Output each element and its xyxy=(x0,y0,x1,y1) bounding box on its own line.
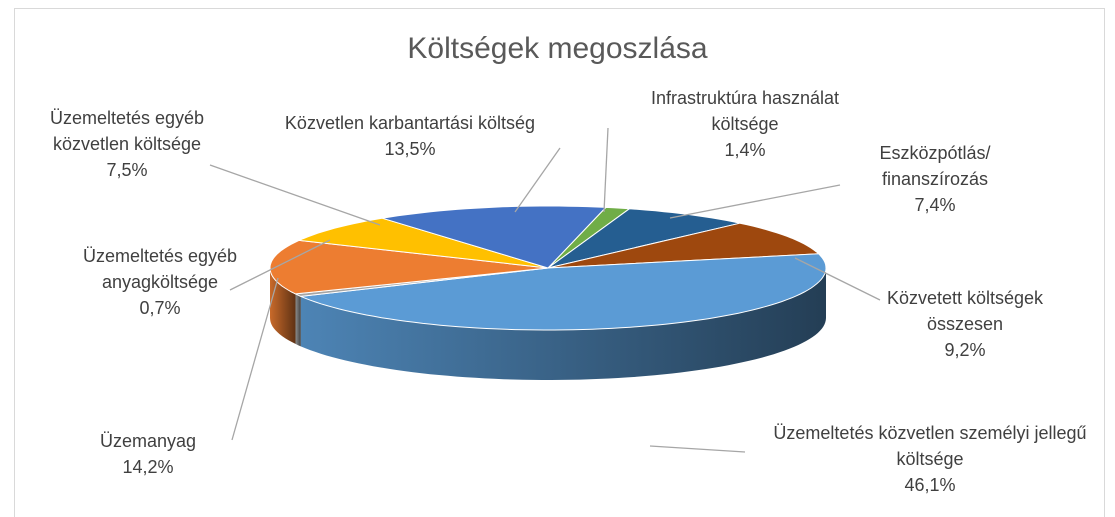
category-label: Infrastruktúra használat költsége xyxy=(650,88,840,134)
leader-line xyxy=(209,164,381,226)
leader-line xyxy=(514,147,561,213)
data-label: Eszközpótlás/ finanszírozás 7,4% xyxy=(860,140,1010,218)
value-label: 46,1% xyxy=(904,475,956,495)
value-label: 0,7% xyxy=(139,298,181,318)
leader-line xyxy=(794,257,881,301)
data-label: Üzemeltetés egyéb közvetlen költsége 7,5% xyxy=(12,105,242,183)
slice-side xyxy=(270,268,296,344)
value-label: 7,4% xyxy=(914,195,956,215)
value-label: 1,4% xyxy=(724,140,766,160)
value-label: 9,2% xyxy=(944,340,986,360)
slice xyxy=(547,222,821,269)
leader-line xyxy=(603,127,609,213)
chart-border xyxy=(14,8,1105,517)
category-label: Üzemanyag xyxy=(99,431,197,451)
data-label: Közvetett költségek összesen 9,2% xyxy=(870,285,1060,363)
chart-title: Költségek megoszlása xyxy=(407,32,708,65)
data-label: Üzemeltetés egyéb anyagköltsége 0,7% xyxy=(55,243,265,321)
leader-line xyxy=(669,184,841,219)
category-label: Közvetett költségek összesen xyxy=(886,288,1044,334)
category-label: Eszközpótlás/ finanszírozás xyxy=(879,143,991,189)
slice-side xyxy=(295,293,301,347)
slice xyxy=(298,253,827,331)
slice xyxy=(269,239,549,295)
data-label: Infrastruktúra használat költsége 1,4% xyxy=(615,85,875,163)
slice xyxy=(297,217,549,269)
value-label: 14,2% xyxy=(122,457,174,477)
data-label: Üzemeltetés közvetlen személyi jellegű k… xyxy=(760,420,1100,498)
slice xyxy=(382,205,607,269)
value-label: 7,5% xyxy=(106,160,148,180)
value-label: 13,5% xyxy=(384,139,436,159)
data-label: Üzemanyag 14,2% xyxy=(83,428,213,480)
leader-line xyxy=(649,445,746,453)
slice-side xyxy=(300,268,826,380)
category-label: Közvetlen karbantartási költség xyxy=(284,113,536,133)
category-label: Üzemeltetés egyéb anyagköltsége xyxy=(82,246,238,292)
category-label: Üzemeltetés egyéb közvetlen költsége xyxy=(49,108,205,154)
leader-line xyxy=(229,239,331,291)
leader-line xyxy=(231,277,279,441)
data-label: Közvetlen karbantartási költség 13,5% xyxy=(245,110,575,162)
category-label: Üzemeltetés közvetlen személyi jellegű k… xyxy=(773,423,1087,469)
